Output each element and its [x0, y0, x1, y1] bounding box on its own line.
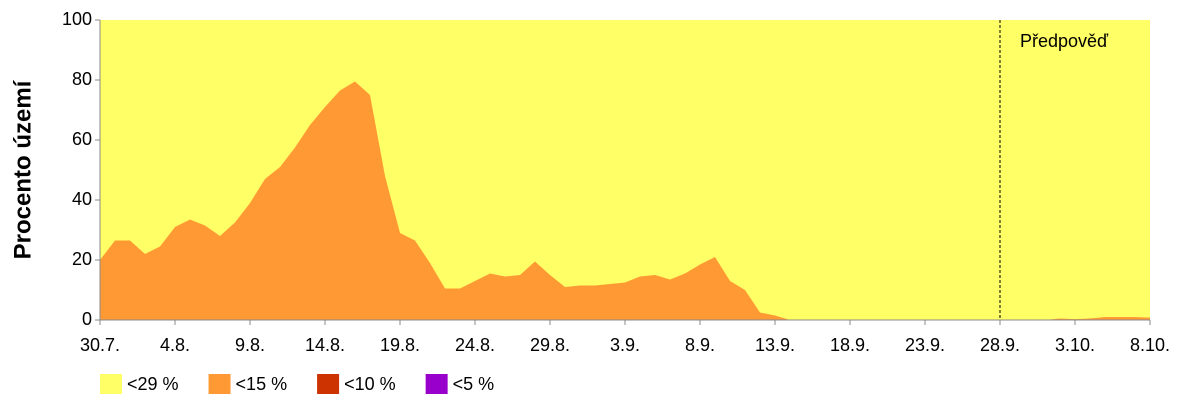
x-tick-label: 4.8.	[160, 335, 190, 355]
legend-swatch	[425, 374, 448, 394]
x-tick-label: 13.9.	[755, 335, 795, 355]
legend-label: <29 %	[127, 374, 179, 394]
y-tick-label: 60	[72, 129, 92, 149]
y-tick-label: 100	[62, 9, 92, 29]
legend-swatch	[100, 374, 122, 394]
legend-label: <10 %	[344, 374, 396, 394]
x-tick-label: 3.9.	[610, 335, 640, 355]
annotation: Předpověď	[1020, 31, 1109, 51]
legend-label: <15 %	[236, 374, 288, 394]
x-tick-label: 24.8.	[455, 335, 495, 355]
x-tick-label: 23.9.	[905, 335, 945, 355]
x-tick-label: 28.9.	[980, 335, 1020, 355]
x-tick-label: 9.8.	[235, 335, 265, 355]
x-tick-label: 18.9.	[830, 335, 870, 355]
x-tick-label: 19.8.	[380, 335, 420, 355]
y-tick-label: 80	[72, 69, 92, 89]
x-tick-label: 3.10.	[1055, 335, 1095, 355]
y-axis-label: Procento území	[9, 79, 36, 259]
legend-swatch	[317, 374, 340, 394]
legend-label: <5 %	[453, 374, 495, 394]
x-tick-label: 30.7.	[80, 335, 120, 355]
y-tick-label: 20	[72, 249, 92, 269]
x-tick-label: 29.8.	[530, 335, 570, 355]
x-tick-label: 14.8.	[305, 335, 345, 355]
x-tick-label: 8.9.	[685, 335, 715, 355]
area	[100, 81, 1150, 320]
x-tick-label: 8.10.	[1130, 335, 1170, 355]
legend-swatch	[208, 374, 231, 394]
y-tick-label: 40	[72, 189, 92, 209]
y-tick-label: 0	[82, 309, 92, 329]
